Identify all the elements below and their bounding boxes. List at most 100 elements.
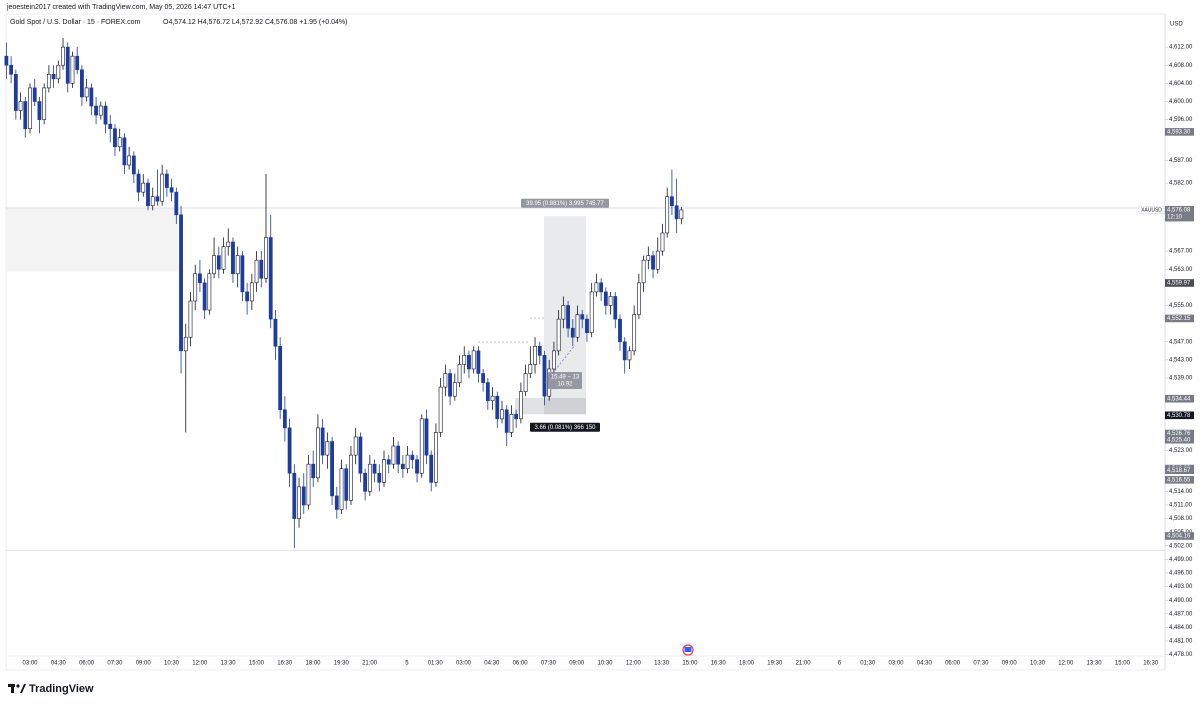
candle-body (146, 182, 150, 207)
candle-body (537, 346, 542, 356)
candle-body (599, 282, 604, 293)
credit: jeoestein2017 created with TradingView.c… (6, 4, 236, 11)
flag-icon[interactable] (684, 647, 692, 652)
x-tick-label: 06:00 (513, 661, 529, 667)
y-tick-label: 4,596.00 (1169, 117, 1193, 123)
candle-body (476, 350, 481, 374)
candle-body (457, 364, 462, 383)
candle-body (103, 105, 108, 125)
price-tag (1165, 394, 1194, 403)
measure-base (515, 397, 586, 415)
candle-body (670, 196, 674, 207)
x-tick-label: 12:00 (192, 661, 208, 667)
candle-body (613, 296, 618, 320)
candle-body (603, 291, 608, 306)
x-tick-label: 01:30 (428, 661, 444, 667)
symbol-tag (1138, 206, 1165, 214)
candle-body (377, 472, 382, 483)
candle-body (471, 350, 476, 370)
price-tag (1165, 314, 1194, 323)
candle-body (405, 454, 410, 470)
price-tag-label: 4,516.55 (1167, 477, 1191, 483)
candle-body (13, 73, 18, 111)
candle-body (28, 87, 32, 129)
candle-body (80, 69, 84, 98)
candle-body (254, 259, 259, 284)
dashed-path (544, 344, 576, 384)
ohlc: O4,574.12 H4,576.72 L4,572.92 C4,576.08 … (163, 19, 347, 26)
candle-body (556, 318, 561, 352)
price-tag (1165, 532, 1194, 540)
x-tick-label: 13:30 (1087, 661, 1103, 667)
candle-body (415, 459, 419, 474)
candle-body (56, 64, 61, 80)
y-tick-label: 4,496.00 (1169, 571, 1193, 577)
candle-body (226, 241, 231, 247)
candle-body (164, 173, 169, 188)
candle-body (674, 205, 679, 220)
candle-body (452, 382, 457, 397)
candle-body (344, 468, 349, 501)
price-tag (1165, 279, 1194, 287)
candle-body (113, 128, 117, 148)
candle-body (46, 73, 51, 89)
candle-body (37, 101, 42, 120)
candle-body (188, 300, 193, 338)
x-tick-label: 13:30 (654, 661, 670, 667)
candle-body (273, 318, 278, 347)
candle-body (339, 468, 344, 510)
candle-body (174, 191, 179, 216)
candle-body (131, 155, 136, 175)
x-tick-label: 07:30 (107, 661, 123, 667)
candle-body (651, 255, 655, 270)
x-tick-label: 01:30 (860, 661, 876, 667)
y-tick-label: 4,487.00 (1169, 611, 1193, 617)
candle-body (552, 350, 556, 370)
x-tick-label: 16:30 (711, 661, 727, 667)
candle-body (4, 55, 9, 66)
measure-label: 39.95 (0.881%) 3,995 745.77 (526, 201, 604, 207)
x-tick-label: 09:00 (569, 661, 585, 667)
candle-body (117, 137, 122, 148)
x-tick-label: 19:30 (767, 661, 783, 667)
x-tick-label: 6 (838, 661, 842, 667)
measure-label-bg (521, 198, 609, 208)
candle-body (75, 55, 80, 71)
x-tick-label: 04:30 (484, 661, 500, 667)
candle-body (570, 327, 575, 338)
y-tick-label: 4,563.00 (1169, 267, 1193, 273)
candle-body (660, 232, 665, 252)
measure-label: 10.92 (557, 382, 573, 388)
y-tick-label: 4,502.00 (1169, 543, 1193, 549)
x-tick-label: 18:00 (305, 661, 321, 667)
candle-body (179, 214, 183, 352)
y-tick-label: 4,612.00 (1169, 45, 1193, 51)
candle-body (84, 87, 89, 98)
x-tick-label: 06:00 (945, 661, 961, 667)
candle-body (382, 459, 386, 483)
x-tick-label: 04:30 (917, 661, 933, 667)
candle-body (297, 486, 301, 519)
candle-body (349, 454, 353, 501)
candle-body (679, 209, 684, 220)
measure-label: 3.66 (0.081%) 366 150 (534, 425, 596, 431)
price-tag (1165, 128, 1194, 136)
candle-body (23, 101, 28, 129)
event-flag[interactable] (682, 644, 694, 656)
candle-body (9, 64, 14, 75)
candle-body (500, 409, 504, 420)
candle-body (589, 291, 594, 334)
measure-label-bg (548, 372, 582, 389)
measure-label-bg (530, 422, 600, 432)
x-tick-label: 09:00 (136, 661, 152, 667)
candle-body (542, 355, 547, 397)
candle-body (646, 255, 651, 261)
candle-body (42, 87, 47, 120)
price-tag (1165, 466, 1194, 475)
candle-body (580, 314, 585, 320)
price-tag-label: 4,504.16 (1167, 534, 1191, 540)
x-tick-label: 15:00 (682, 661, 698, 667)
y-tick-label: 4,539.00 (1169, 376, 1193, 382)
candle-body (594, 282, 599, 293)
candle-body (330, 441, 334, 497)
